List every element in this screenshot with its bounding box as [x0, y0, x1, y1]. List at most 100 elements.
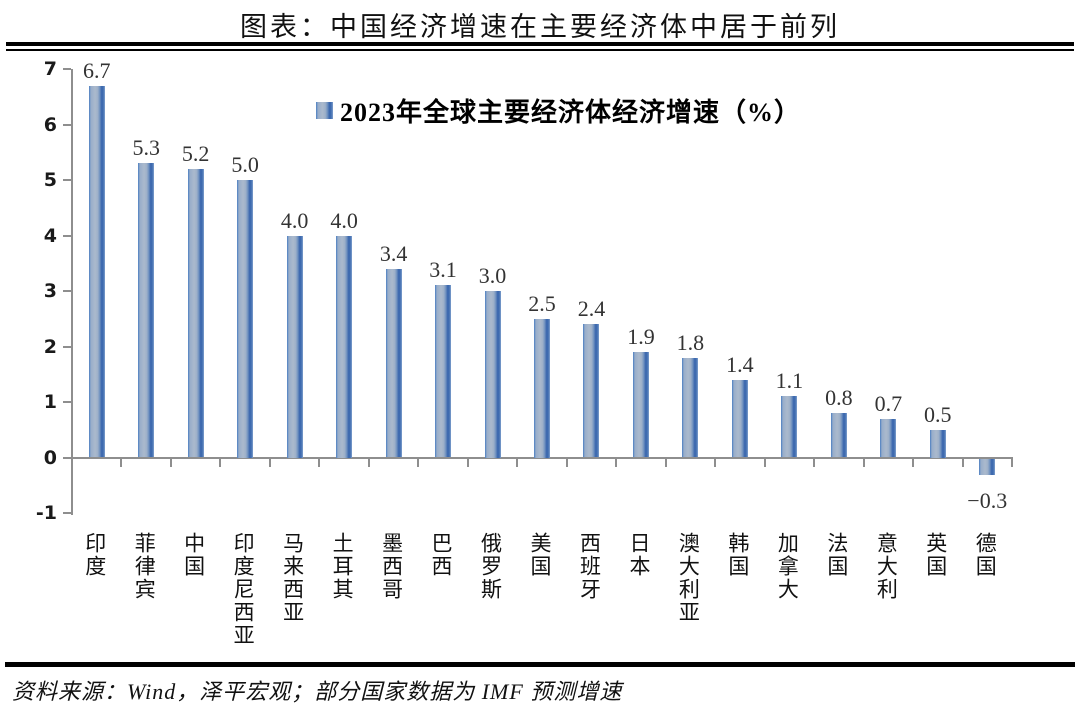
category-label: 马来西亚 [280, 532, 305, 624]
bar-value-label: 3.0 [478, 263, 507, 288]
category-label: 巴西 [429, 532, 454, 578]
y-tick-label: 1 [43, 391, 57, 413]
y-axis-tick [63, 123, 71, 126]
x-axis-tick [714, 458, 717, 467]
x-axis-tick [565, 458, 568, 467]
footer-divider [5, 662, 1075, 667]
y-axis-tick [63, 345, 71, 348]
bar [237, 180, 254, 458]
bar-value-label: 0.5 [924, 401, 952, 427]
y-tick-label: 5 [43, 169, 57, 191]
category-label: 法国 [824, 532, 849, 578]
y-tick-label: 3 [43, 280, 57, 302]
y-axis-tick [63, 401, 71, 403]
bar [336, 235, 353, 458]
category-label: 德国 [973, 532, 998, 578]
category-label: 加拿大 [775, 532, 800, 601]
x-axis-tick [912, 458, 915, 467]
bar [583, 324, 600, 458]
category-label: 印度 [82, 532, 107, 578]
category-label: 日本 [626, 532, 651, 578]
x-axis-tick [268, 458, 271, 467]
category-label: 土耳其 [330, 532, 355, 601]
category-label: 美国 [528, 532, 552, 578]
bar [435, 285, 452, 458]
y-tick-label: 4 [43, 224, 57, 247]
bar [979, 458, 996, 476]
bar-value-label: −0.3 [967, 488, 1008, 514]
bar [731, 379, 748, 458]
bar-value-label: 1.4 [726, 351, 754, 377]
bar [682, 357, 699, 458]
y-tick-label: 6 [43, 113, 57, 136]
x-axis-tick [862, 458, 865, 467]
y-axis-tick [63, 234, 71, 237]
y-tick-label: 2 [43, 335, 57, 358]
bar [632, 352, 649, 458]
category-label: 英国 [923, 532, 948, 578]
category-label: 墨西哥 [379, 532, 404, 601]
bar-value-label: 1.1 [775, 368, 804, 394]
x-axis-tick [961, 458, 964, 467]
bar [88, 85, 105, 458]
x-axis-tick [763, 458, 766, 467]
page-title: 图表：中国经济增速在主要经济体中居于前列 [240, 12, 840, 42]
bar [385, 268, 402, 458]
bar [929, 429, 946, 458]
bar-value-label: 5.0 [231, 152, 259, 177]
category-label: 印度尼西亚 [231, 532, 256, 647]
bar-value-label: 1.8 [676, 329, 705, 355]
bar-value-label: 6.7 [82, 57, 111, 83]
bar [138, 163, 155, 458]
x-axis-tick [466, 458, 469, 467]
y-axis-tick [63, 290, 71, 292]
x-axis-tick [417, 458, 420, 467]
category-label: 韩国 [725, 532, 750, 578]
x-axis-tick [120, 458, 123, 467]
x-axis-line [71, 456, 1013, 459]
y-axis-tick [63, 179, 71, 181]
x-axis-tick [664, 458, 667, 467]
category-label: 中国 [181, 532, 206, 578]
x-axis-tick [318, 458, 321, 467]
bar-value-label: 5.2 [181, 140, 210, 166]
bar-value-label: 1.9 [627, 324, 655, 350]
x-axis-tick [516, 458, 519, 467]
bar-value-label: 0.8 [825, 385, 853, 411]
x-axis-tick [219, 458, 222, 467]
source-note: 资料来源：Wind，泽平宏观；部分国家数据为 IMF 预测增速 [12, 679, 623, 704]
bar [484, 291, 501, 458]
bar [286, 235, 303, 458]
bar [187, 168, 204, 458]
bar-value-label: 4.0 [330, 207, 358, 233]
y-tick-label: -1 [35, 502, 57, 524]
bar [830, 413, 847, 458]
x-axis-tick [615, 458, 618, 467]
title-divider-thick [6, 42, 1074, 46]
x-axis-tick [367, 458, 370, 467]
category-label: 菲律宾 [132, 532, 157, 601]
x-axis-tick [1011, 458, 1013, 467]
category-label: 西班牙 [577, 532, 602, 601]
bar [880, 418, 897, 458]
x-axis-tick [813, 458, 816, 467]
bar-value-label: 3.1 [429, 257, 457, 283]
legend-series-swatch-icon [316, 102, 333, 119]
y-axis-tick [63, 456, 71, 459]
bar-value-label: 3.4 [379, 240, 408, 266]
y-tick-label: 0 [43, 446, 57, 469]
bar-value-label: 2.4 [577, 296, 606, 322]
y-axis-tick [63, 512, 71, 514]
y-axis-line [71, 69, 73, 515]
category-label: 俄罗斯 [478, 532, 503, 601]
y-axis-tick [63, 68, 71, 70]
category-label: 意大利 [874, 532, 899, 601]
legend-series-label: 2023年全球主要经济体经济增速（%） [340, 98, 802, 127]
bar [534, 318, 550, 458]
y-tick-label: 7 [43, 58, 57, 80]
bar-value-label: 0.7 [874, 390, 903, 416]
bar-value-label: 4.0 [280, 207, 309, 233]
title-divider-thin [6, 49, 1074, 51]
bar [781, 396, 798, 458]
